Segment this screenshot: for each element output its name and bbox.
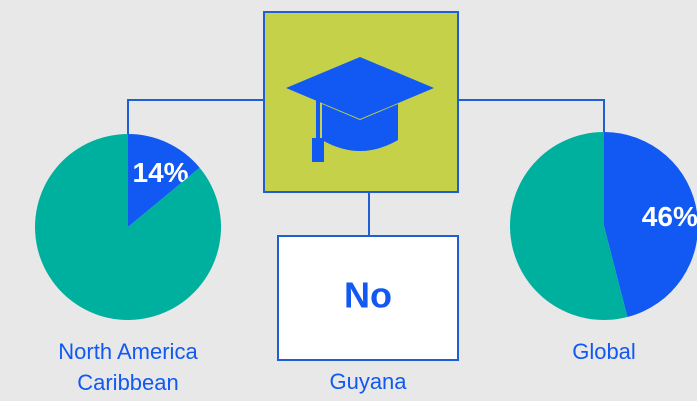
pie-slice	[128, 134, 200, 227]
answer-text: No	[344, 275, 392, 316]
region-label: North America	[58, 339, 198, 364]
connector	[458, 99, 605, 133]
region-label: Caribbean	[77, 370, 179, 395]
pie-slice	[604, 132, 697, 318]
connectors	[127, 99, 605, 235]
country-label: Guyana	[329, 369, 407, 394]
slice-label: 14%	[133, 157, 189, 188]
slice-label: 46%	[642, 201, 697, 232]
connector	[127, 99, 263, 134]
graduation-cap-icon	[286, 57, 434, 162]
pie-slice	[509, 132, 628, 321]
region-label: Global	[572, 339, 636, 364]
pie-slice	[34, 134, 221, 321]
answer-box	[277, 235, 459, 361]
